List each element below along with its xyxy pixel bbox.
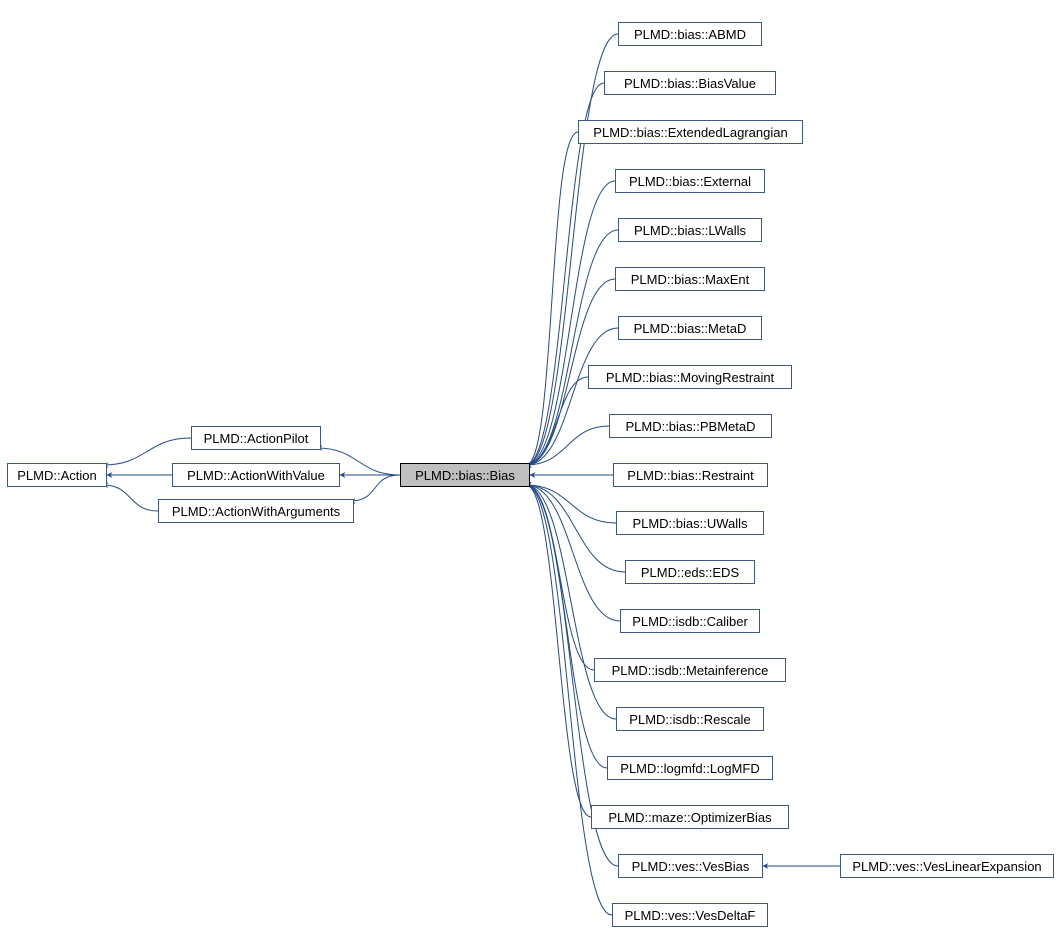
node-maxent[interactable]: PLMD::bias::MaxEnt: [615, 267, 765, 291]
node-actionargs[interactable]: PLMD::ActionWithArguments: [158, 499, 354, 523]
edge-actionpilot-to-action: [103, 438, 191, 465]
node-lwalls[interactable]: PLMD::bias::LWalls: [618, 218, 762, 242]
node-optbias[interactable]: PLMD::maze::OptimizerBias: [591, 805, 789, 829]
node-restraint[interactable]: PLMD::bias::Restraint: [613, 463, 768, 487]
edge-actionargs-to-action: [103, 485, 158, 511]
node-vesdeltaf[interactable]: PLMD::ves::VesDeltaF: [612, 903, 768, 927]
node-action[interactable]: PLMD::Action: [7, 463, 107, 487]
node-logmfd[interactable]: PLMD::logmfd::LogMFD: [607, 756, 773, 780]
node-caliber[interactable]: PLMD::isdb::Caliber: [620, 609, 760, 633]
node-bias[interactable]: PLMD::bias::Bias: [400, 463, 530, 487]
edges-layer: [0, 0, 1061, 949]
node-veslinexp[interactable]: PLMD::ves::VesLinearExpansion: [840, 854, 1054, 878]
node-actionpilot[interactable]: PLMD::ActionPilot: [191, 426, 321, 450]
node-extlag[interactable]: PLMD::bias::ExtendedLagrangian: [578, 120, 803, 144]
edge-bias-to-actionargs: [350, 475, 400, 501]
node-uwalls[interactable]: PLMD::bias::UWalls: [616, 511, 764, 535]
node-movrestr[interactable]: PLMD::bias::MovingRestraint: [588, 365, 792, 389]
node-rescale[interactable]: PLMD::isdb::Rescale: [616, 707, 764, 731]
node-external[interactable]: PLMD::bias::External: [615, 169, 765, 193]
node-biasvalue[interactable]: PLMD::bias::BiasValue: [604, 71, 776, 95]
edge-extlag-to-bias: [526, 132, 578, 465]
node-eds[interactable]: PLMD::eds::EDS: [625, 560, 755, 584]
inheritance-diagram: PLMD::Action PLMD::ActionPilotPLMD::Actio…: [0, 0, 1061, 949]
node-vesbias[interactable]: PLMD::ves::VesBias: [618, 854, 763, 878]
edge-vesdeltaf-to-bias: [526, 485, 612, 915]
edge-uwalls-to-bias: [526, 485, 616, 523]
edge-abmd-to-bias: [526, 34, 618, 465]
node-pbmetad[interactable]: PLMD::bias::PBMetaD: [609, 414, 772, 438]
node-metad[interactable]: PLMD::bias::MetaD: [618, 316, 762, 340]
edge-metainf-to-bias: [526, 485, 594, 670]
node-actionvalue[interactable]: PLMD::ActionWithValue: [172, 463, 340, 487]
node-abmd[interactable]: PLMD::bias::ABMD: [618, 22, 762, 46]
node-metainf[interactable]: PLMD::isdb::Metainference: [594, 658, 786, 682]
